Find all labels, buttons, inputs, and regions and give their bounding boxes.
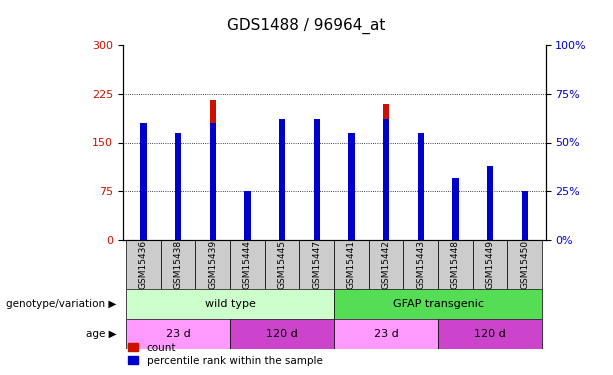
Bar — [348, 138, 354, 240]
FancyBboxPatch shape — [126, 319, 230, 349]
Bar — [383, 104, 389, 240]
Bar — [279, 119, 285, 240]
FancyBboxPatch shape — [473, 240, 508, 289]
FancyBboxPatch shape — [334, 319, 438, 349]
FancyBboxPatch shape — [126, 240, 161, 289]
FancyBboxPatch shape — [126, 289, 334, 319]
Bar — [522, 196, 528, 240]
Bar — [522, 191, 528, 240]
FancyBboxPatch shape — [299, 240, 334, 289]
FancyBboxPatch shape — [334, 289, 542, 319]
Text: GDS1488 / 96964_at: GDS1488 / 96964_at — [227, 18, 386, 34]
FancyBboxPatch shape — [403, 240, 438, 289]
Text: GSM15444: GSM15444 — [243, 240, 252, 289]
Bar — [417, 137, 424, 240]
Text: GSM15441: GSM15441 — [347, 240, 356, 289]
FancyBboxPatch shape — [508, 240, 542, 289]
Text: GSM15445: GSM15445 — [278, 240, 287, 289]
Bar — [452, 178, 459, 240]
Text: GSM15450: GSM15450 — [520, 240, 529, 289]
Bar — [245, 213, 251, 240]
Bar — [487, 215, 493, 240]
Bar — [210, 123, 216, 240]
Text: GSM15442: GSM15442 — [381, 240, 390, 289]
Text: GSM15438: GSM15438 — [173, 240, 183, 289]
FancyBboxPatch shape — [196, 240, 230, 289]
Bar — [140, 123, 147, 240]
Bar — [314, 119, 320, 240]
FancyBboxPatch shape — [334, 240, 369, 289]
FancyBboxPatch shape — [230, 319, 334, 349]
Text: 23 d: 23 d — [374, 329, 398, 339]
Bar — [210, 100, 216, 240]
Bar — [452, 185, 459, 240]
Text: GFAP transgenic: GFAP transgenic — [392, 299, 484, 309]
Bar — [279, 133, 285, 240]
Bar — [245, 191, 251, 240]
Text: wild type: wild type — [205, 299, 256, 309]
Bar — [417, 133, 424, 240]
Text: GSM15436: GSM15436 — [139, 240, 148, 289]
Legend: count, percentile rank within the sample: count, percentile rank within the sample — [128, 343, 322, 366]
Text: GSM15449: GSM15449 — [485, 240, 495, 289]
FancyBboxPatch shape — [438, 240, 473, 289]
Text: genotype/variation ▶: genotype/variation ▶ — [6, 299, 116, 309]
Bar — [383, 119, 389, 240]
Bar — [314, 131, 320, 240]
Text: 23 d: 23 d — [166, 329, 191, 339]
FancyBboxPatch shape — [230, 240, 265, 289]
Bar — [175, 137, 181, 240]
Bar — [487, 166, 493, 240]
Text: age ▶: age ▶ — [86, 329, 116, 339]
FancyBboxPatch shape — [161, 240, 196, 289]
FancyBboxPatch shape — [265, 240, 299, 289]
Text: 120 d: 120 d — [474, 329, 506, 339]
Bar — [175, 133, 181, 240]
Bar — [348, 133, 354, 240]
FancyBboxPatch shape — [369, 240, 403, 289]
Text: GSM15443: GSM15443 — [416, 240, 425, 289]
Bar — [140, 134, 147, 240]
Text: GSM15439: GSM15439 — [208, 240, 217, 289]
FancyBboxPatch shape — [438, 319, 542, 349]
Text: 120 d: 120 d — [266, 329, 298, 339]
Text: GSM15447: GSM15447 — [312, 240, 321, 289]
Text: GSM15448: GSM15448 — [451, 240, 460, 289]
